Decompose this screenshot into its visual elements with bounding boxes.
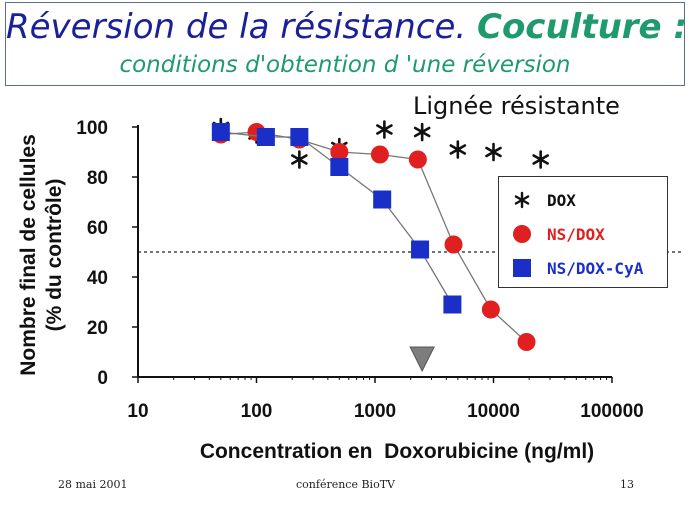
footer-center: conférence BioTV bbox=[296, 478, 395, 491]
title-box: Réversion de la résistance. Coculture : … bbox=[5, 2, 688, 86]
x-tick-label: 10000 bbox=[467, 401, 520, 422]
series bbox=[211, 117, 549, 351]
x-axis-label: Concentration en Doxorubicine (ng/ml) bbox=[200, 440, 594, 463]
legend-item-ns-dox: NS/DOX bbox=[511, 219, 605, 249]
data-point-circle bbox=[481, 300, 500, 319]
data-point-square bbox=[290, 128, 309, 146]
reference-line-group bbox=[138, 251, 682, 373]
data-point-star bbox=[376, 120, 393, 139]
x-tick-label: 100 bbox=[241, 401, 273, 422]
y-tick-label: 0 bbox=[97, 368, 108, 389]
legend-circle-marker bbox=[511, 223, 533, 245]
y-tick-label: 40 bbox=[87, 268, 108, 289]
data-point-square bbox=[330, 158, 349, 176]
data-point-square bbox=[256, 128, 275, 146]
legend-star-marker bbox=[511, 189, 533, 211]
x-tick-label: 10 bbox=[127, 401, 148, 422]
data-point-star bbox=[291, 150, 308, 169]
legend: DOX NS/DOX NS/DOX-CyA bbox=[498, 176, 668, 288]
y-tick-label: 80 bbox=[87, 168, 108, 189]
footer-page: 13 bbox=[620, 478, 634, 491]
data-point-circle bbox=[370, 145, 389, 164]
legend-label-ns-dox: NS/DOX bbox=[547, 224, 605, 244]
y-tick-label: 20 bbox=[87, 318, 108, 339]
data-point-star bbox=[449, 140, 467, 159]
ic50-arrow-marker bbox=[409, 346, 435, 373]
ticks: 10 100 1000 10000 100000 0 20 40 60 80 100 bbox=[76, 118, 643, 422]
data-point-square bbox=[373, 190, 392, 209]
footer-date: 28 mai 2001 bbox=[58, 478, 128, 491]
legend-square-marker bbox=[511, 257, 533, 279]
data-point-square bbox=[411, 240, 430, 259]
data-point-star bbox=[532, 150, 549, 169]
legend-item-dox: DOX bbox=[511, 185, 576, 215]
y-tick-label: 100 bbox=[76, 118, 108, 139]
y-axis-label-line2: (% du contrôle) bbox=[43, 179, 66, 332]
x-tick-label: 1000 bbox=[354, 401, 396, 422]
title-main: Réversion de la résistance. bbox=[6, 7, 467, 47]
data-point-circle bbox=[330, 143, 349, 161]
chart-subtitle: Lignée résistante bbox=[413, 92, 620, 120]
title-accent: Coculture : bbox=[477, 7, 688, 47]
data-point-star bbox=[413, 122, 431, 142]
title-line2: conditions d'obtention d 'une réversion bbox=[119, 52, 571, 78]
data-point-star bbox=[485, 142, 502, 162]
series-ns-dox-cya bbox=[211, 123, 462, 314]
legend-label-ns-dox-cya: NS/DOX-CyA bbox=[547, 258, 644, 278]
data-point-circle bbox=[517, 333, 536, 351]
y-tick-label: 60 bbox=[87, 218, 108, 239]
x-tick-label: 100000 bbox=[580, 401, 643, 422]
legend-item-ns-dox-cya: NS/DOX-CyA bbox=[511, 253, 643, 283]
data-point-square bbox=[443, 295, 462, 314]
data-point-square bbox=[211, 123, 230, 141]
y-axis-label-line1: Nombre final de cellules bbox=[17, 134, 40, 376]
legend-label-dox: DOX bbox=[547, 190, 576, 210]
title-line1: Réversion de la résistance. Coculture : bbox=[6, 7, 688, 47]
axis-labels: Concentration en Doxorubicine (ng/ml) No… bbox=[17, 134, 594, 463]
data-point-circle bbox=[444, 235, 463, 254]
data-point-circle bbox=[408, 150, 427, 169]
series-line bbox=[220, 131, 527, 343]
